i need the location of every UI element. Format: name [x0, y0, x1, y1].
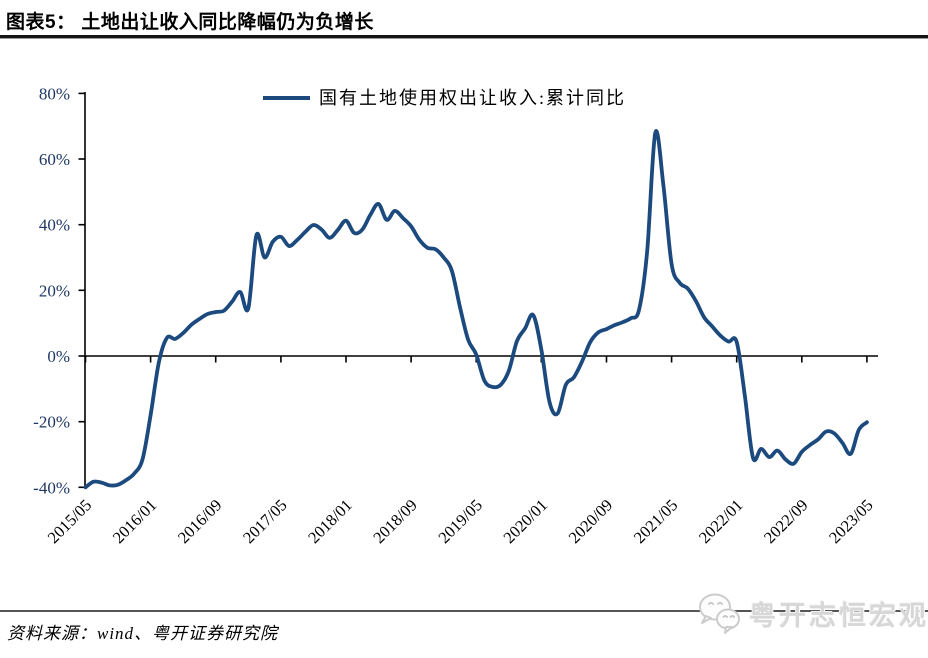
chart-legend: 国有土地使用权出让收入:累计同比 — [263, 84, 626, 110]
wechat-icon — [699, 593, 740, 634]
x-axis-tick-label: 2022/09 — [760, 495, 812, 547]
title-underline-shadow — [0, 38, 928, 39]
title-underline — [0, 35, 928, 38]
y-axis-tick-label: 60% — [39, 150, 70, 169]
x-axis-tick-label: 2018/01 — [304, 495, 356, 547]
y-axis-tick-label: -20% — [33, 413, 70, 432]
series-line — [83, 129, 869, 490]
source-note: 资料来源：wind、粤开证券研究院 — [7, 624, 279, 643]
x-axis-tick-label: 2023/05 — [825, 495, 877, 547]
y-axis-tick-label: 80% — [39, 84, 70, 103]
x-axis-tick-label: 2016/01 — [109, 495, 161, 547]
x-axis-tick-label: 2022/01 — [695, 495, 747, 547]
legend-series-label: 国有土地使用权出让收入:累计同比 — [319, 88, 626, 108]
page-title: 图表5： 土地出让收入同比降幅仍为负增长 — [6, 12, 374, 33]
y-axis-tick-label: 0% — [47, 347, 70, 366]
x-axis-tick-label: 2019/05 — [434, 495, 486, 547]
wechat-watermark: 粤开志恒宏观 — [694, 590, 928, 636]
x-axis-tick-label: 2020/01 — [499, 495, 551, 547]
x-axis-tick-label: 2015/05 — [44, 495, 96, 547]
y-axis-tick-label: -40% — [33, 478, 70, 497]
legend-line-swatch — [263, 96, 310, 100]
footer-divider-line — [0, 610, 928, 612]
x-axis-tick-label: 2016/09 — [174, 495, 226, 547]
x-axis-tick-label: 2017/05 — [239, 495, 291, 547]
x-axis-tick-label: 2021/05 — [630, 495, 682, 547]
y-axis-tick-label: 20% — [39, 281, 70, 300]
x-axis-tick-label: 2020/09 — [565, 495, 617, 547]
y-axis-tick-label: 40% — [39, 216, 70, 235]
watermark-label: 粤开志恒宏观 — [749, 600, 928, 631]
x-axis-tick-label: 2018/09 — [369, 495, 421, 547]
